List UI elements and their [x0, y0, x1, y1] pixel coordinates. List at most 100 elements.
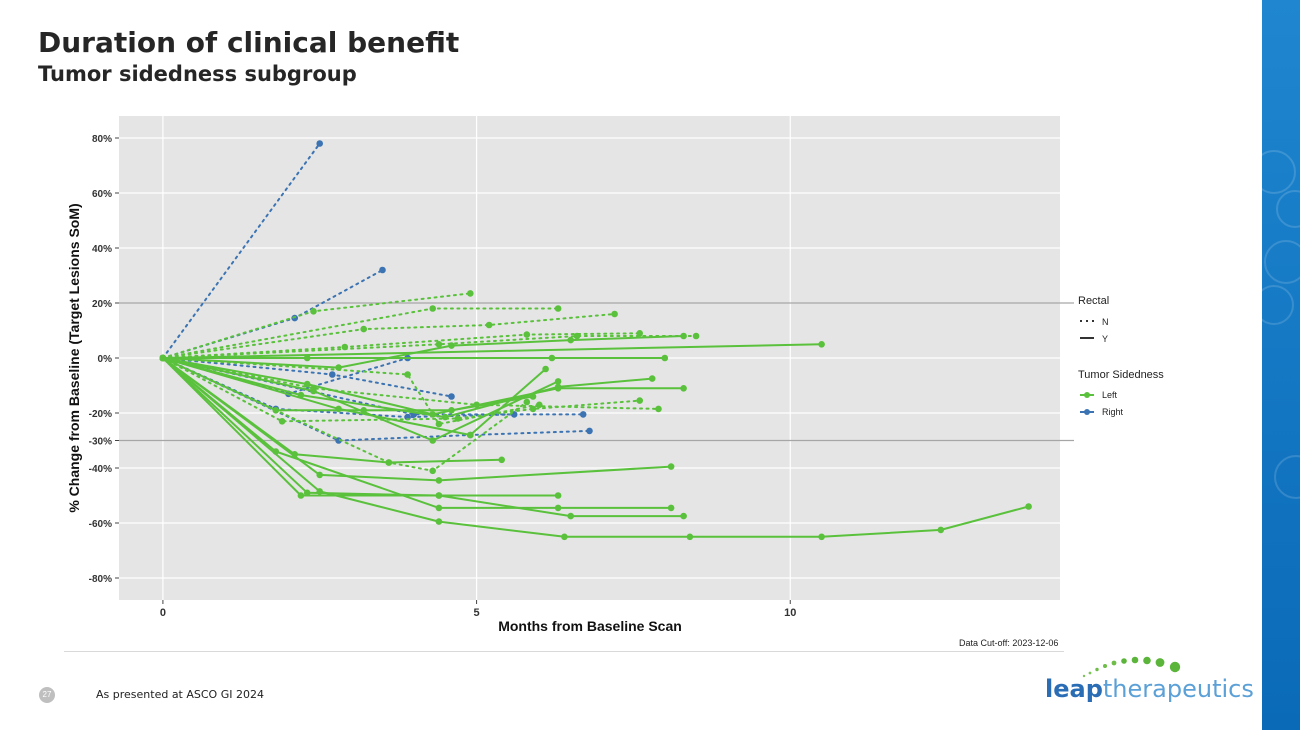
data-point-left — [818, 341, 825, 348]
y-tick-label: -80% — [89, 574, 112, 585]
data-point-left — [435, 420, 443, 428]
series-line-left — [161, 313, 616, 359]
data-point-left — [692, 332, 700, 340]
data-point-left — [554, 383, 562, 391]
chart-legend-background — [1062, 250, 1160, 500]
side-bar-bubble — [1252, 150, 1296, 194]
data-point-left — [448, 342, 455, 349]
legend-left-label: Left — [1102, 390, 1118, 400]
data-point-left — [554, 378, 562, 385]
legend: Rectal N Y Tumor Sidedness Left Right — [1078, 295, 1164, 417]
data-point-left — [310, 308, 317, 315]
data-point-left — [636, 330, 643, 337]
series-line-left — [161, 357, 541, 425]
data-point-left — [573, 332, 581, 340]
data-point-left — [441, 413, 449, 421]
logo-dots-icon — [1082, 656, 1181, 678]
data-point-left — [542, 365, 549, 373]
legend-sidedness-title: Tumor Sidedness — [1078, 369, 1164, 381]
y-tick-label: -20% — [89, 409, 112, 420]
y-tick-label: -30% — [89, 437, 112, 448]
series-line-left — [162, 343, 822, 359]
data-point-left — [636, 397, 643, 404]
data-point-left — [435, 504, 443, 512]
series-line-right — [161, 357, 516, 419]
data-point-left — [360, 325, 368, 333]
legend-rectal-y: Y — [1102, 334, 1108, 344]
data-point-left — [278, 418, 286, 425]
data-point-left — [485, 321, 493, 329]
data-point-left — [272, 407, 280, 414]
x-tick-label: 10 — [784, 607, 796, 619]
data-point-left — [448, 407, 455, 414]
logo-light-text: therapeutics — [1102, 675, 1254, 703]
data-point-left — [667, 463, 675, 470]
data-point-left — [159, 354, 167, 362]
data-point-left — [297, 492, 305, 499]
side-bar-bubble — [1276, 190, 1300, 228]
data-point-left — [316, 471, 324, 479]
x-tick-label: 0 — [160, 607, 166, 619]
data-point-left — [554, 504, 562, 512]
series-layer — [159, 140, 1032, 541]
data-point-left — [429, 305, 437, 312]
data-point-left — [316, 488, 324, 495]
data-point-left — [648, 375, 656, 382]
data-point-left — [655, 405, 662, 413]
data-point-left — [567, 336, 574, 344]
series-line-left — [162, 357, 1029, 538]
company-logo: leaptherapeutics — [1045, 675, 1254, 703]
data-point-right — [579, 411, 587, 418]
data-point-left — [818, 533, 825, 541]
series-line-right — [161, 142, 321, 359]
data-point-left — [435, 492, 443, 499]
legend-left-marker — [1084, 392, 1090, 398]
data-point-left — [554, 492, 562, 499]
data-point-left — [310, 387, 317, 395]
series-line-left — [162, 357, 672, 482]
y-tick-label: 20% — [92, 299, 112, 310]
data-point-left — [548, 354, 556, 362]
data-point-left — [303, 354, 311, 362]
data-point-left — [523, 398, 531, 406]
data-point-right — [316, 140, 324, 147]
data-point-left — [335, 364, 342, 371]
x-axis-label: Months from Baseline Scan — [498, 618, 682, 634]
reference-lines — [119, 302, 1074, 442]
y-tick-label: 40% — [92, 244, 112, 255]
y-axis-label: % Change from Baseline (Target Lesions S… — [66, 203, 82, 512]
data-point-left — [1025, 503, 1032, 510]
data-point-left — [680, 385, 687, 392]
data-point-right — [335, 437, 342, 444]
side-bar-bubble — [1254, 285, 1294, 325]
series-line-left — [162, 357, 559, 497]
y-axis-ticks: 80% 60% 40% 20% 0% -20% -30% -40% -60% -80% — [89, 134, 119, 585]
data-point-left — [554, 305, 562, 312]
footer-divider — [64, 651, 1064, 652]
series-line-left — [161, 357, 660, 410]
data-point-left — [529, 405, 537, 413]
y-tick-label: -40% — [89, 464, 112, 475]
x-tick-label: 5 — [474, 607, 480, 619]
data-point-left — [435, 477, 443, 484]
data-point-left — [429, 467, 437, 475]
data-point-right — [379, 266, 386, 274]
data-point-left — [360, 407, 368, 414]
chart: 80%60%40%20%0%-20%-30%-40%-60%-80% 0 5 10 … — [66, 116, 1164, 634]
data-point-left — [404, 371, 411, 378]
data-point-left — [523, 331, 531, 338]
legend-rectal-title: Rectal — [1078, 295, 1109, 307]
data-point-left — [680, 512, 687, 520]
data-point-right — [586, 427, 593, 435]
x-axis-ticks: 0 5 10 — [160, 600, 796, 619]
data-point-left — [385, 459, 393, 466]
y-tick-label: 80% — [92, 134, 112, 145]
data-point-left — [561, 533, 568, 541]
series-line-left — [162, 357, 547, 436]
data-point-left — [467, 431, 474, 439]
data-point-left — [429, 437, 437, 444]
data-cutoff-note: Data Cut-off: 2023-12-06 — [959, 638, 1059, 648]
series-line-left — [161, 335, 698, 359]
legend-right-label: Right — [1102, 407, 1124, 417]
gridlines — [119, 116, 1060, 600]
